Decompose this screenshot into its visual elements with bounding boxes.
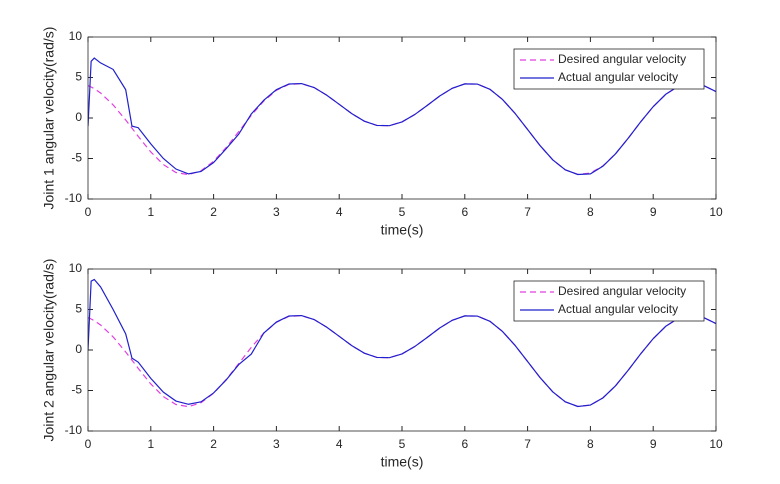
legend-label: Actual angular velocity	[558, 302, 678, 316]
x-tick-label: 4	[336, 205, 343, 219]
y-tick-label: -5	[71, 151, 82, 165]
x-tick-label: 10	[709, 437, 723, 451]
x-tick-label: 0	[85, 205, 92, 219]
x-tick-label: 2	[210, 437, 217, 451]
y-tick-label: 0	[75, 110, 82, 124]
subplot: 0 1 2 3 4 5 6 7 8 9 10 -10 -5 0 5 10 time(s) Joint 1 angu…	[41, 27, 723, 238]
x-tick-label: 5	[399, 205, 406, 219]
x-tick-label: 8	[587, 437, 594, 451]
data-line	[88, 57, 716, 176]
legend-label: Actual angular velocity	[558, 70, 678, 84]
subplot: 0 1 2 3 4 5 6 7 8 9 10 -10 -5 0 5 10 time(s) Joint 2 angu…	[41, 259, 723, 470]
y-axis-label: Joint 1 angular velocity(rad/s)	[41, 27, 57, 210]
x-tick-label: 5	[399, 437, 406, 451]
x-axis-label: time(s)	[381, 454, 424, 470]
x-tick-label: 4	[336, 437, 343, 451]
x-tick-label: 10	[709, 205, 723, 219]
x-tick-label: 2	[210, 205, 217, 219]
y-tick-label: 10	[69, 261, 83, 275]
x-tick-label: 3	[273, 205, 280, 219]
x-tick-label: 7	[524, 205, 531, 219]
x-tick-label: 9	[650, 437, 657, 451]
y-tick-label: -10	[65, 191, 83, 205]
legend-box	[513, 48, 705, 90]
x-tick-label: 8	[587, 205, 594, 219]
y-axis-label: Joint 2 angular velocity(rad/s)	[41, 259, 57, 442]
y-tick-label: 5	[75, 70, 82, 84]
y-tick-label: 0	[75, 342, 82, 356]
x-tick-label: 6	[461, 437, 468, 451]
x-tick-label: 6	[461, 205, 468, 219]
axes-frame	[87, 268, 717, 432]
legend-box	[513, 280, 705, 322]
x-tick-label: 9	[650, 205, 657, 219]
legend-label: Desired angular velocity	[558, 52, 686, 66]
x-tick-label: 3	[273, 437, 280, 451]
x-axis-label: time(s)	[381, 222, 424, 238]
data-line	[88, 278, 716, 408]
x-tick-label: 1	[147, 205, 154, 219]
y-tick-label: 10	[69, 29, 83, 43]
x-tick-label: 0	[85, 437, 92, 451]
legend-label: Desired angular velocity	[558, 284, 686, 298]
x-tick-label: 7	[524, 437, 531, 451]
y-tick-label: 5	[75, 302, 82, 316]
y-tick-label: -5	[71, 383, 82, 397]
axes-frame	[87, 36, 717, 200]
y-tick-label: -10	[65, 423, 83, 437]
x-tick-label: 1	[147, 437, 154, 451]
